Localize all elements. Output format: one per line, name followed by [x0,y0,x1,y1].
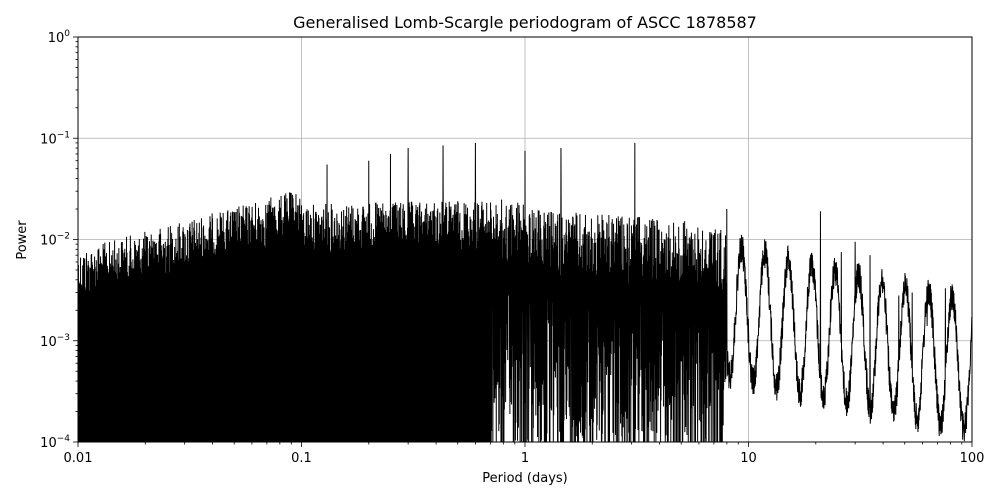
x-tick-label: 10 [740,451,757,466]
x-tick-label: 1 [521,451,529,466]
x-tick-label: 100 [960,451,985,466]
periodogram-line [78,142,972,442]
y-axis-label: Power [15,220,30,260]
x-tick-label: 0.1 [291,451,312,466]
chart-title: Generalised Lomb-Scargle periodogram of … [293,13,757,32]
y-tick-label: 100 [48,29,71,46]
x-tick-label: 0.01 [64,451,93,466]
x-axis-label: Period (days) [482,471,568,486]
y-tick-label: 10−3 [40,333,70,350]
axis-ticks: 0.01 0.1 1 10 100 10−4 10−3 10−2 10−1 100 [40,29,984,466]
series-layer [78,142,972,442]
y-tick-label: 10−1 [40,130,70,147]
y-tick-label: 10−2 [40,232,70,249]
y-tick-label: 10−4 [40,434,70,451]
